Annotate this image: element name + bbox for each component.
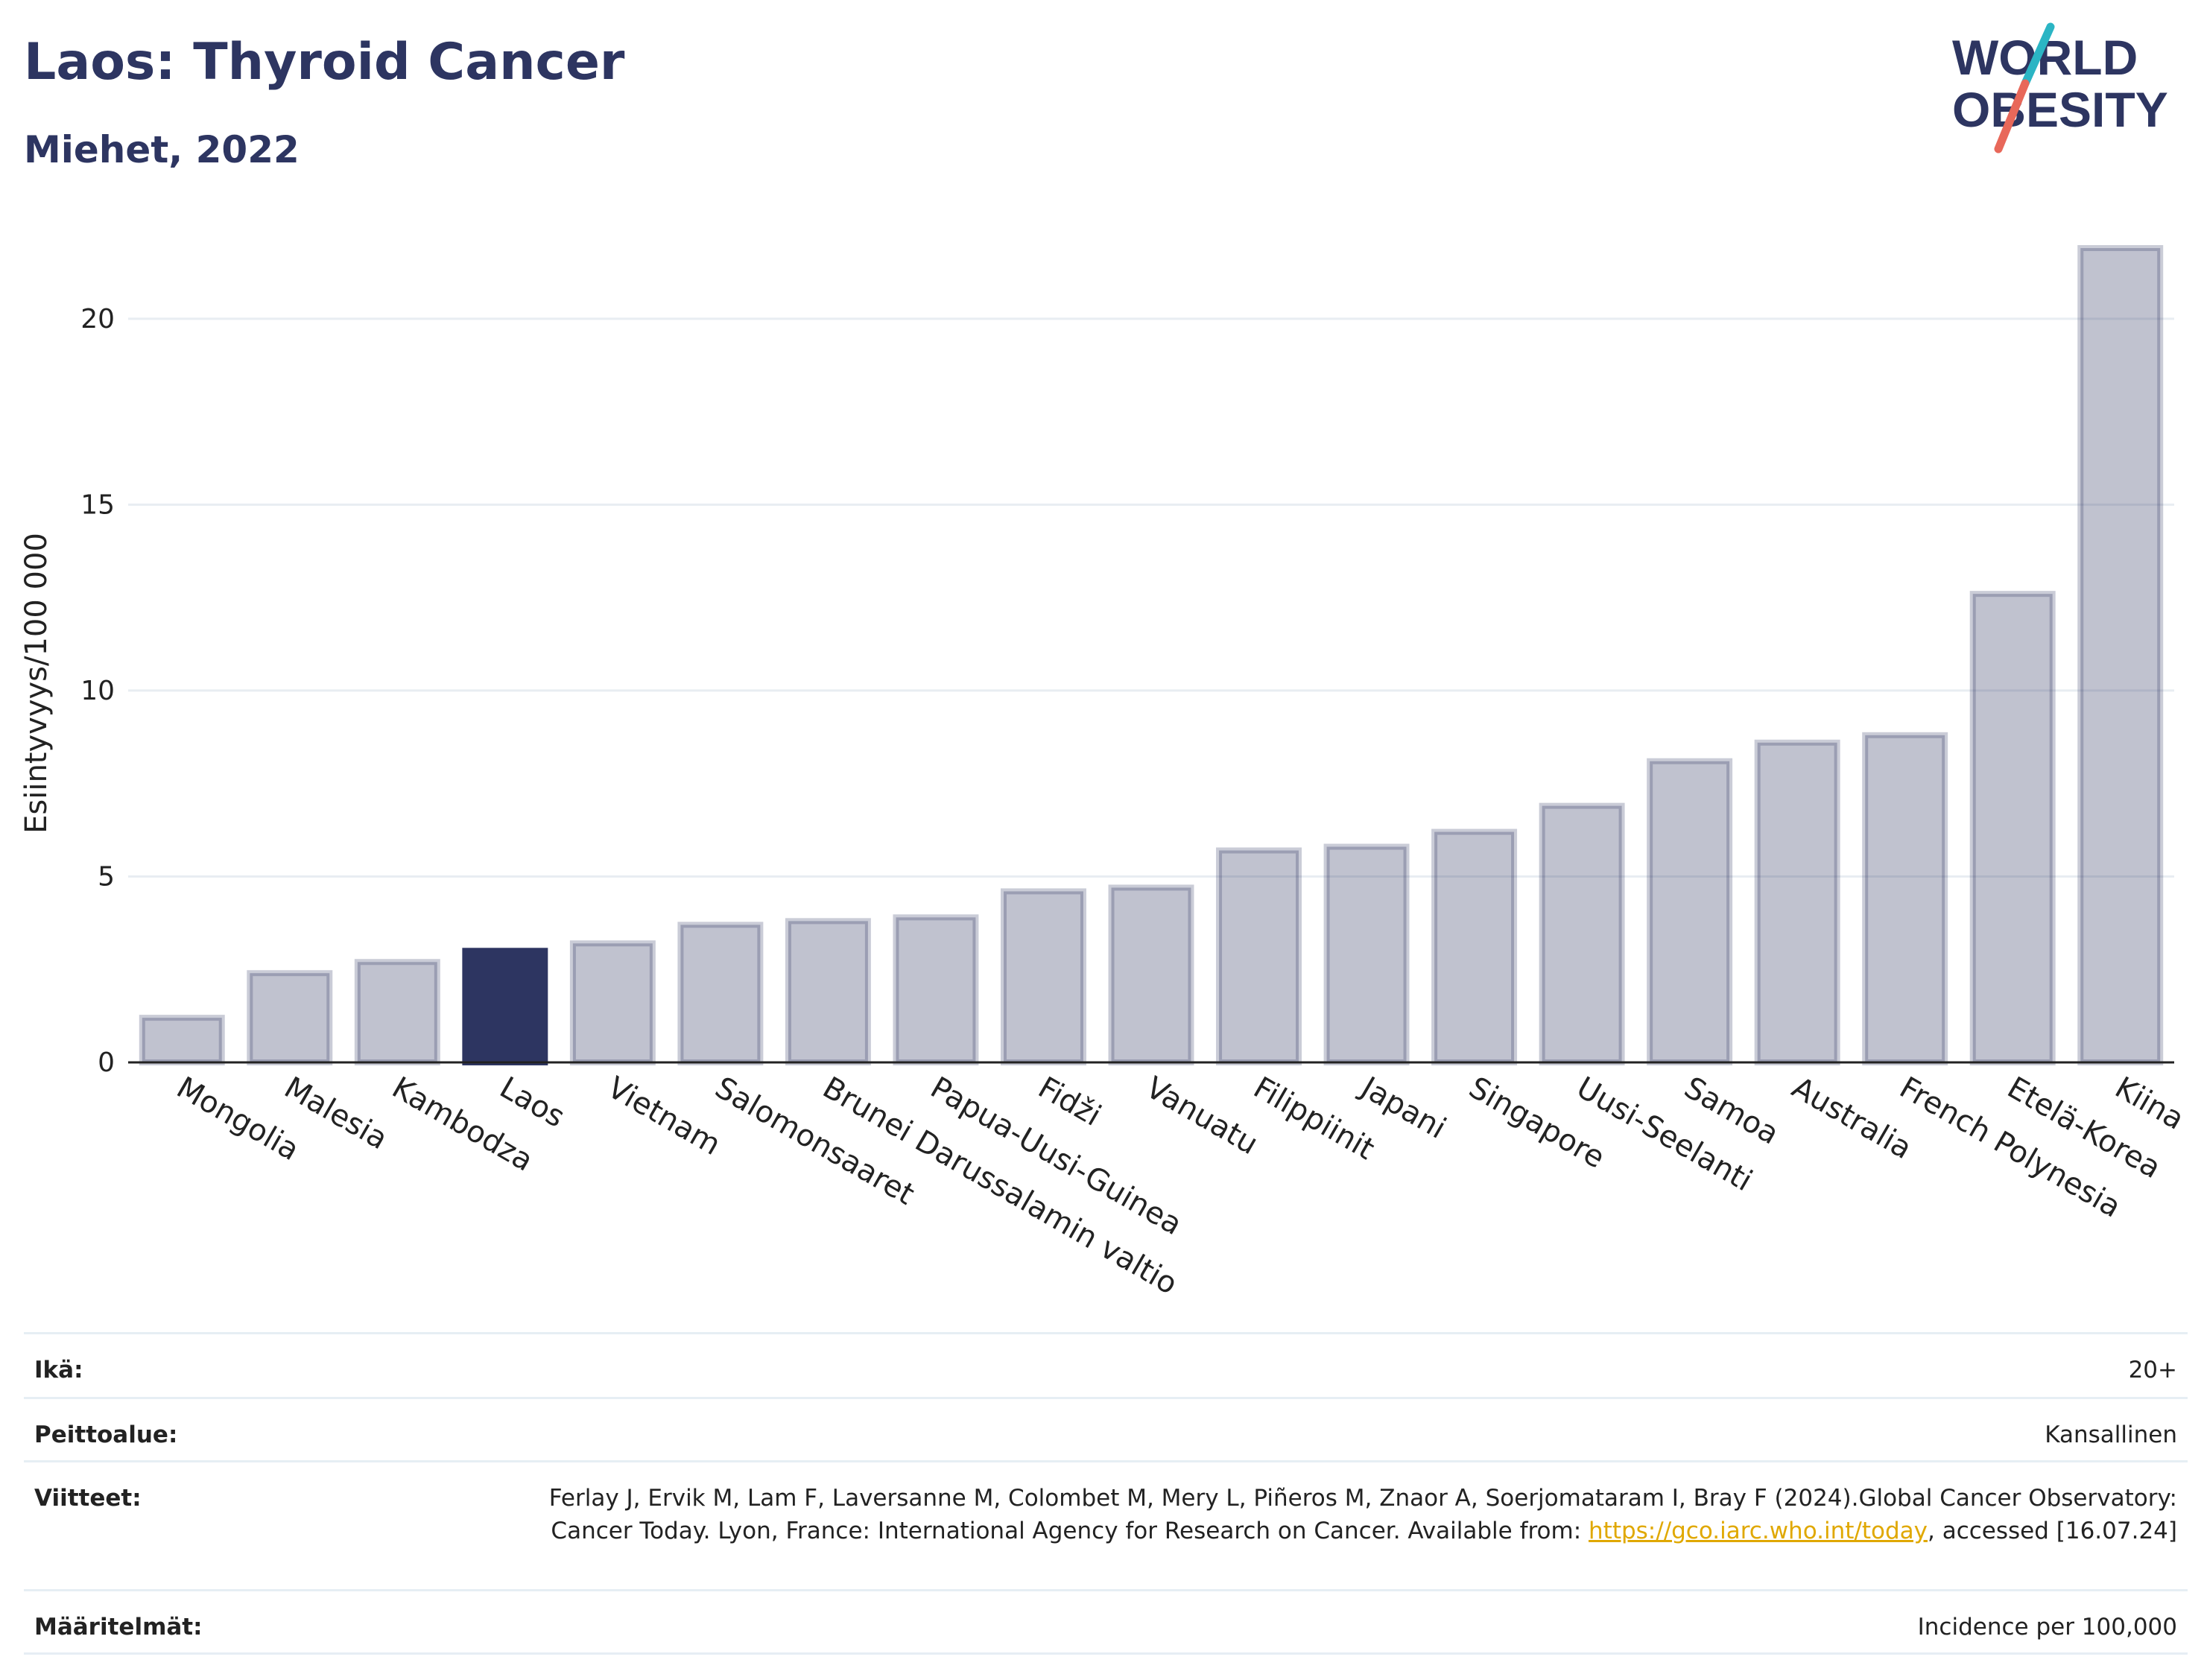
info-row-coverage: Peittoalue: Kansallinen xyxy=(24,1397,2188,1460)
y-tick-label: 20 xyxy=(80,304,115,335)
y-axis-label: Esiintyvyys/100 000 xyxy=(19,533,54,834)
bar-samoa[interactable] xyxy=(1647,758,1733,1066)
bar-vanuatu[interactable] xyxy=(1108,884,1194,1065)
bar-salomonsaaret[interactable] xyxy=(677,922,764,1065)
x-tick-label: Filippiinit xyxy=(1248,1071,1381,1167)
x-tick-label: Mongolia xyxy=(171,1071,305,1167)
bar-kiina[interactable] xyxy=(2077,244,2164,1065)
info-value: Incidence per 100,000 xyxy=(1917,1614,2177,1641)
x-tick-label: Laos xyxy=(494,1071,571,1135)
bar-laos[interactable] xyxy=(462,948,548,1065)
x-tick-label: Vietnam xyxy=(601,1071,726,1162)
info-row-references: Viitteet: Ferlay J, Ervik M, Lam F, Lave… xyxy=(24,1460,2188,1589)
bars xyxy=(139,244,2164,1066)
x-tick-label: Australia xyxy=(1786,1071,1917,1166)
bar-papua-uusi-guinea[interactable] xyxy=(893,914,979,1066)
bar-malesia[interactable] xyxy=(247,970,333,1065)
info-label: Peittoalue: xyxy=(34,1421,178,1448)
y-tick-label: 15 xyxy=(80,489,115,520)
info-row-age: Ikä: 20+ xyxy=(24,1332,2188,1397)
logo-line-2: OBESITY xyxy=(1952,82,2168,137)
chart-subtitle: Miehet, 2022 xyxy=(24,128,300,171)
bar-japani[interactable] xyxy=(1323,843,1410,1065)
x-tick-label: Kiina xyxy=(2109,1071,2190,1137)
info-label: Määritelmät: xyxy=(34,1614,203,1641)
bar-filippiinit[interactable] xyxy=(1216,847,1302,1065)
logo-slash-top xyxy=(2021,22,2055,88)
info-label: Ikä: xyxy=(34,1357,83,1383)
bar-fid-i[interactable] xyxy=(1000,888,1086,1065)
bar-kambodza[interactable] xyxy=(354,959,440,1066)
bar-singapore[interactable] xyxy=(1431,828,1518,1066)
y-axis-ticks: 0 5 10 15 20 xyxy=(80,304,115,1078)
info-row-definitions: Määritelmät: Incidence per 100,000 xyxy=(24,1589,2188,1655)
y-tick-label: 0 xyxy=(98,1047,115,1078)
info-value: Kansallinen xyxy=(2045,1421,2177,1448)
bar-etel-korea[interactable] xyxy=(1969,591,2056,1065)
info-value: 20+ xyxy=(2128,1357,2177,1383)
reference-link[interactable]: https://gco.iarc.who.int/today xyxy=(1589,1518,1928,1544)
logo-slash-bottom xyxy=(1994,79,2030,153)
x-tick-label: Fidži xyxy=(1032,1071,1106,1133)
reference-text: Ferlay J, Ervik M, Lam F, Laversanne M, … xyxy=(548,1485,2177,1544)
bar-mongolia[interactable] xyxy=(139,1015,225,1066)
info-label: Viitteet: xyxy=(34,1485,142,1512)
bar-australia[interactable] xyxy=(1754,739,1840,1065)
y-tick-label: 10 xyxy=(80,676,115,706)
chart-title: Laos: Thyroid Cancer xyxy=(24,33,625,92)
info-value: Ferlay J, Ervik M, Lam F, Laversanne M, … xyxy=(463,1482,2177,1589)
reference-text-end: , accessed [16.07.24] xyxy=(1927,1518,2177,1544)
grid-lines xyxy=(128,317,2174,878)
bar-brunei-darussalamin-valtio[interactable] xyxy=(785,918,871,1065)
y-tick-label: 5 xyxy=(98,861,115,892)
bar-french-polynesia[interactable] xyxy=(1862,732,1948,1065)
world-obesity-logo: WORLD OBESITY xyxy=(1952,22,2168,153)
x-tick-label: Vanuatu xyxy=(1140,1071,1264,1161)
bar-vietnam[interactable] xyxy=(569,940,656,1065)
info-table: Ikä: 20+ Peittoalue: Kansallinen Viittee… xyxy=(24,1332,2188,1655)
bar-uusi-seelanti[interactable] xyxy=(1539,802,1625,1065)
